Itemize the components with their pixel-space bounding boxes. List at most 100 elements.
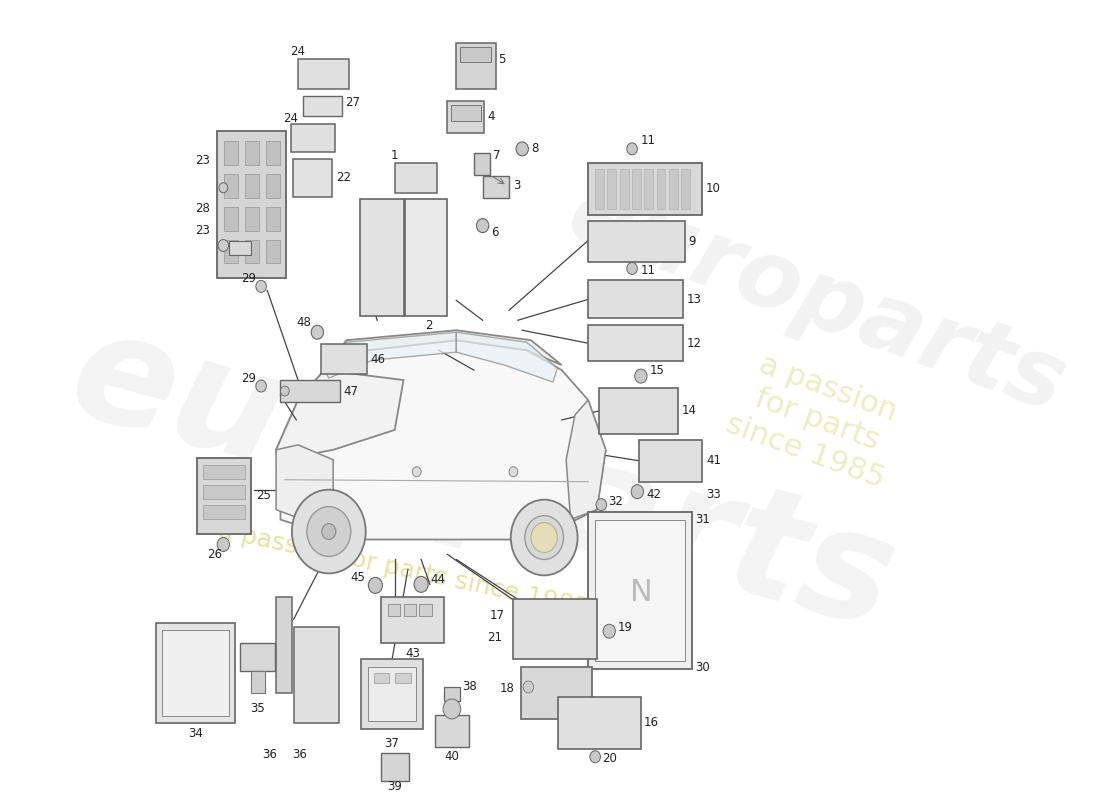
Bar — [588, 221, 685, 262]
Text: 19: 19 — [618, 621, 632, 634]
Bar — [280, 380, 340, 402]
Text: 46: 46 — [370, 353, 385, 366]
Bar — [360, 198, 404, 316]
Text: 12: 12 — [686, 337, 702, 350]
Text: 22: 22 — [336, 171, 351, 184]
Circle shape — [256, 281, 266, 292]
Text: 11: 11 — [641, 264, 656, 277]
Circle shape — [476, 218, 488, 233]
Text: 41: 41 — [706, 454, 721, 467]
Bar — [669, 169, 678, 209]
Bar — [292, 124, 336, 152]
Text: 1: 1 — [390, 150, 398, 162]
Text: 34: 34 — [188, 727, 202, 740]
Bar — [595, 519, 685, 661]
Text: 40: 40 — [444, 750, 460, 763]
Circle shape — [627, 262, 637, 274]
Text: 6: 6 — [492, 226, 499, 239]
Text: 18: 18 — [499, 682, 515, 695]
Bar — [451, 105, 481, 121]
Text: 17: 17 — [490, 609, 505, 622]
Text: N: N — [629, 578, 652, 607]
Bar — [681, 169, 690, 209]
Bar — [598, 388, 678, 434]
Bar — [657, 169, 665, 209]
Bar — [374, 673, 389, 683]
Bar — [436, 715, 469, 746]
Text: 24: 24 — [284, 113, 298, 126]
Text: 14: 14 — [681, 405, 696, 418]
Circle shape — [635, 369, 647, 383]
Bar — [419, 604, 431, 616]
Circle shape — [256, 380, 266, 392]
Bar — [395, 673, 410, 683]
Bar — [224, 206, 239, 230]
Circle shape — [412, 466, 421, 477]
Bar — [513, 599, 597, 659]
Text: 42: 42 — [646, 488, 661, 501]
Circle shape — [524, 681, 534, 693]
Circle shape — [590, 750, 601, 762]
Circle shape — [631, 485, 644, 498]
Bar — [588, 163, 703, 214]
Text: 23: 23 — [196, 154, 210, 167]
Text: europarts: europarts — [556, 168, 1078, 433]
Bar — [405, 198, 448, 316]
Text: 27: 27 — [344, 96, 360, 109]
Text: 24: 24 — [290, 45, 306, 58]
Text: 29: 29 — [241, 272, 256, 285]
Bar — [245, 239, 260, 263]
Circle shape — [311, 326, 323, 339]
Text: 7: 7 — [493, 150, 500, 162]
Text: 28: 28 — [196, 202, 210, 215]
Bar — [368, 667, 416, 721]
Bar — [381, 598, 444, 643]
Bar — [276, 598, 292, 693]
Bar — [521, 667, 592, 719]
Text: 37: 37 — [385, 738, 399, 750]
Circle shape — [280, 386, 289, 396]
Text: 36: 36 — [293, 748, 307, 762]
Text: 30: 30 — [695, 661, 711, 674]
Bar — [298, 59, 349, 89]
Bar — [595, 169, 604, 209]
Bar — [607, 169, 616, 209]
Text: 4: 4 — [487, 110, 495, 123]
Text: a passion
for parts
since 1985: a passion for parts since 1985 — [722, 346, 912, 494]
Circle shape — [627, 143, 637, 155]
Bar — [204, 465, 245, 478]
Text: 26: 26 — [207, 548, 222, 561]
Text: 32: 32 — [608, 495, 624, 508]
Circle shape — [292, 490, 365, 574]
Text: 16: 16 — [644, 716, 659, 730]
Bar — [639, 440, 703, 482]
Text: 11: 11 — [641, 134, 656, 147]
Text: 9: 9 — [689, 235, 696, 248]
Text: 20: 20 — [602, 752, 617, 766]
Bar — [444, 687, 460, 701]
Bar — [619, 169, 628, 209]
Circle shape — [603, 624, 615, 638]
Bar — [266, 206, 280, 230]
Polygon shape — [276, 370, 404, 460]
Bar — [448, 101, 484, 133]
Circle shape — [531, 522, 558, 553]
Bar — [294, 627, 340, 723]
Bar — [224, 239, 239, 263]
Bar — [266, 239, 280, 263]
Bar — [404, 604, 416, 616]
Polygon shape — [566, 400, 606, 519]
Polygon shape — [324, 330, 562, 370]
Circle shape — [525, 515, 563, 559]
Circle shape — [322, 523, 335, 539]
Text: 23: 23 — [196, 224, 210, 237]
Bar — [588, 512, 692, 669]
Bar — [251, 671, 265, 693]
Bar — [245, 141, 260, 165]
Text: 38: 38 — [462, 681, 477, 694]
Bar — [197, 458, 252, 534]
Bar — [217, 131, 286, 278]
Bar — [460, 47, 492, 62]
Circle shape — [307, 506, 351, 557]
Text: 31: 31 — [695, 513, 711, 526]
